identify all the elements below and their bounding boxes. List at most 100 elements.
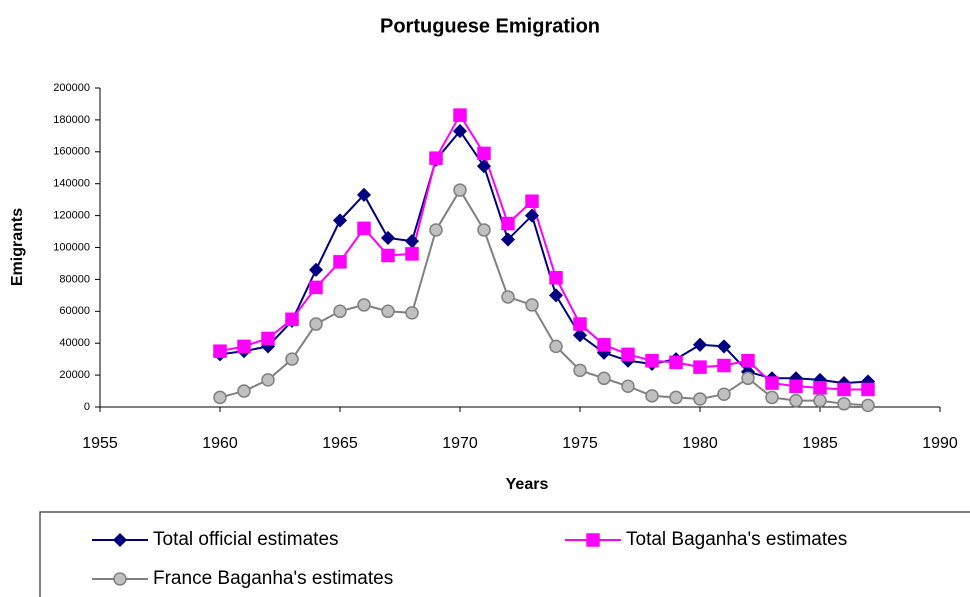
marker [669, 355, 683, 370]
marker [572, 328, 588, 343]
marker [549, 339, 563, 354]
marker [453, 108, 467, 122]
marker [837, 382, 851, 397]
x-tick-label: 1985 [802, 435, 838, 452]
marker [741, 371, 755, 386]
marker [476, 159, 492, 174]
marker [500, 232, 516, 247]
y-tick-label: 180000 [53, 114, 90, 126]
y-axis-label: Emigrants [9, 208, 26, 286]
y-tick-label: 120000 [53, 210, 90, 222]
series-line [219, 129, 869, 385]
marker [285, 312, 299, 327]
legend-box [39, 511, 970, 597]
marker [524, 208, 540, 223]
chart-title: Portuguese Emigration [380, 15, 600, 37]
marker [477, 223, 491, 237]
legend-marker [112, 532, 128, 548]
legend-label: Total Baganha's estimates [626, 529, 847, 550]
marker [380, 230, 396, 245]
marker [861, 382, 875, 397]
legend-marker [113, 572, 127, 586]
marker [525, 298, 539, 312]
marker [717, 387, 731, 401]
marker [404, 234, 420, 249]
marker [573, 363, 587, 378]
marker [717, 358, 731, 373]
y-tick-label: 140000 [53, 178, 90, 190]
marker [356, 187, 372, 202]
marker [693, 360, 707, 374]
y-tick-label: 20000 [59, 369, 90, 381]
marker [716, 339, 732, 354]
legend-label: Total official estimates [153, 529, 339, 550]
marker [452, 124, 468, 139]
marker [213, 344, 227, 358]
marker [813, 393, 827, 408]
marker [692, 337, 708, 352]
marker [765, 390, 779, 405]
marker [405, 306, 419, 320]
y-tick-label: 80000 [59, 273, 90, 285]
marker [357, 298, 371, 312]
marker [789, 379, 803, 394]
legend-marker [586, 533, 600, 547]
marker [789, 393, 803, 408]
marker [621, 347, 635, 362]
marker [453, 183, 467, 197]
marker [573, 317, 587, 331]
x-tick-label: 1975 [562, 435, 598, 452]
marker [645, 353, 659, 368]
marker [237, 384, 251, 398]
x-tick-label: 1980 [682, 435, 718, 452]
marker [645, 389, 659, 403]
marker [381, 248, 395, 263]
marker [501, 290, 515, 304]
series-line [219, 113, 868, 391]
marker [813, 381, 827, 395]
marker [429, 151, 443, 165]
marker [741, 353, 755, 368]
marker [213, 390, 227, 405]
x-tick-label: 1970 [442, 435, 478, 452]
marker [333, 255, 347, 269]
marker [549, 271, 563, 285]
marker [597, 371, 611, 386]
marker [309, 317, 323, 331]
marker [285, 352, 299, 366]
marker [332, 213, 348, 228]
marker [429, 223, 443, 237]
x-tick-label: 1990 [922, 435, 958, 452]
y-tick-label: 200000 [53, 82, 90, 94]
y-tick-label: 60000 [59, 305, 90, 317]
y-tick-label: 100000 [53, 241, 90, 253]
marker [693, 392, 707, 406]
marker [837, 397, 851, 411]
x-tick-label: 1960 [202, 435, 238, 452]
marker [381, 304, 395, 319]
marker [525, 194, 539, 208]
x-tick-label: 1955 [82, 435, 118, 452]
marker [861, 398, 875, 413]
marker [309, 280, 323, 295]
x-tick-label: 1965 [322, 435, 358, 452]
marker [765, 376, 779, 390]
legend-label: France Baganha's estimates [153, 568, 393, 589]
marker [357, 221, 371, 236]
series-line [219, 188, 869, 407]
marker [669, 390, 683, 405]
marker [548, 288, 564, 303]
x-axis-label: Years [506, 476, 549, 493]
marker [308, 262, 324, 277]
marker [405, 247, 419, 261]
marker [261, 373, 275, 387]
marker [477, 146, 491, 161]
marker [333, 304, 347, 319]
marker [501, 216, 515, 231]
y-tick-label: 0 [84, 401, 90, 413]
marker [261, 331, 275, 346]
marker [237, 339, 251, 354]
marker [597, 338, 611, 352]
